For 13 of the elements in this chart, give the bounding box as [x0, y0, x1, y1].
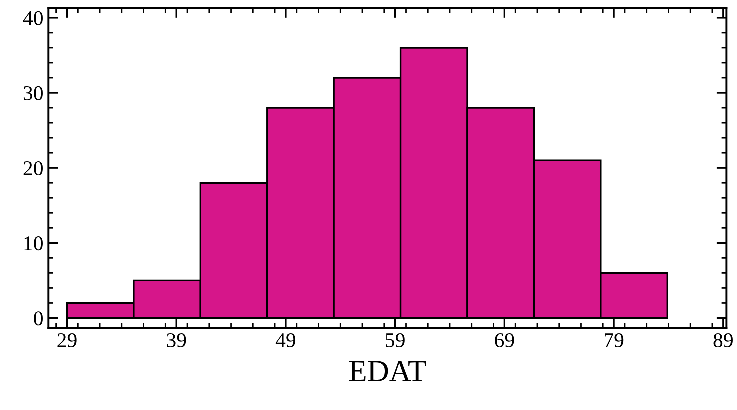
x-tick-label: 59 [386, 334, 405, 348]
y-tick-label: 40 [23, 11, 43, 26]
y-tick-label: 30 [24, 86, 43, 100]
x-tick-label: 79 [604, 334, 624, 348]
y-tick-label: 10 [24, 236, 43, 251]
x-tick-label: 39 [167, 334, 186, 348]
y-tick-label: 20 [24, 161, 43, 176]
x-tick-label: 49 [276, 334, 296, 348]
x-tick-label: 29 [58, 334, 77, 348]
x-axis-title: EDAT [350, 361, 426, 382]
y-tick-label: 0 [34, 312, 43, 326]
x-tick-label: 89 [714, 333, 733, 348]
x-tick-label: 69 [495, 334, 514, 348]
